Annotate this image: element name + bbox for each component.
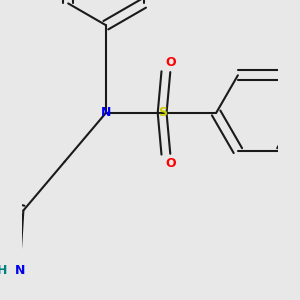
Text: H: H bbox=[0, 264, 7, 277]
Text: N: N bbox=[14, 264, 25, 277]
Text: O: O bbox=[165, 56, 175, 69]
Text: S: S bbox=[158, 106, 166, 119]
Text: O: O bbox=[165, 157, 175, 169]
Text: N: N bbox=[101, 106, 111, 119]
